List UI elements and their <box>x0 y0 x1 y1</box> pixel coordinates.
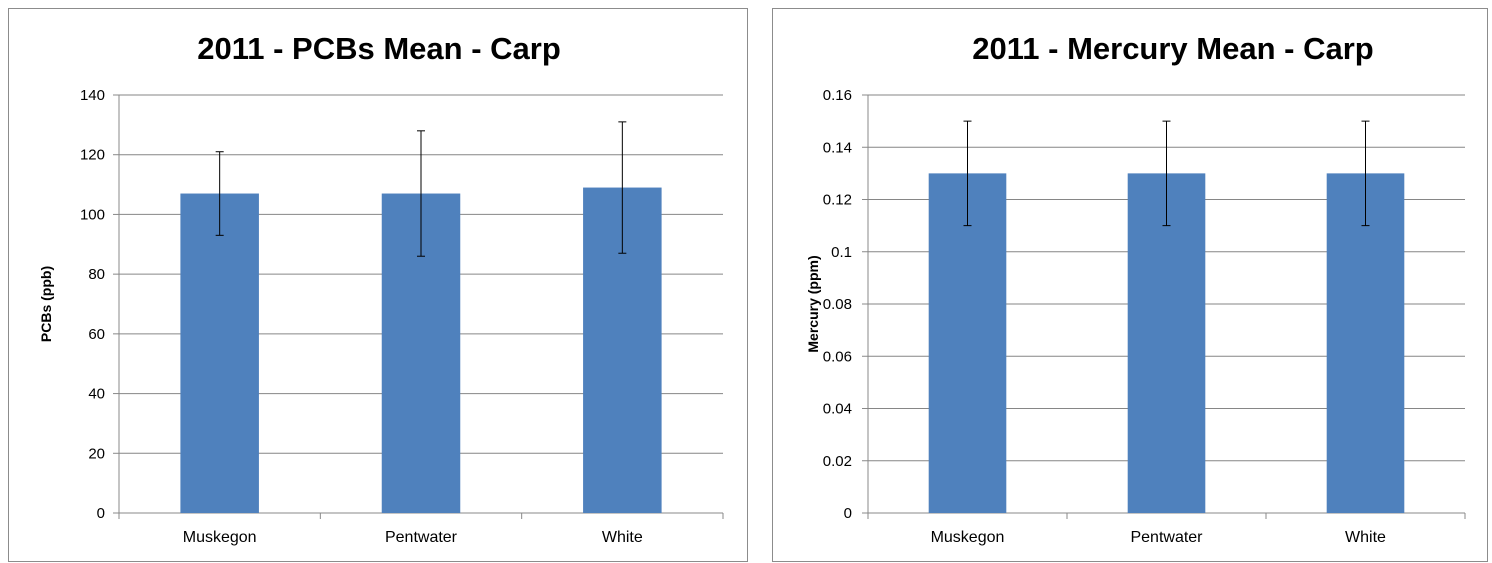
pcbs-y-tick-label: 100 <box>80 206 105 223</box>
pcbs-y-tick-label: 40 <box>88 386 105 403</box>
pcbs-y-tick-label: 140 <box>80 87 105 104</box>
mercury-y-tick-label: 0.08 <box>823 296 852 313</box>
mercury-y-tick-label: 0.04 <box>823 401 852 418</box>
mercury-y-axis-title: Mercury (ppm) <box>805 255 821 352</box>
mercury-category-label: Pentwater <box>1130 529 1203 546</box>
pcbs-y-tick-label: 60 <box>88 326 105 343</box>
mercury-y-tick-label: 0.1 <box>831 244 852 261</box>
mercury-category-label: Muskegon <box>931 529 1005 546</box>
pcbs-category-label: Pentwater <box>385 529 458 546</box>
pcbs-y-tick-label: 120 <box>80 147 105 164</box>
pcbs-chart-panel: 2011 - PCBs Mean - Carp 0 20 40 60 80 100 120 14… <box>8 8 748 562</box>
mercury-category-label: White <box>1345 529 1386 546</box>
mercury-y-tick-label: 0.14 <box>823 139 852 156</box>
mercury-chart-title: 2011 - Mercury Mean - Carp <box>972 31 1373 66</box>
pcbs-category-label: White <box>602 529 643 546</box>
pcbs-y-tick-label: 20 <box>88 445 105 462</box>
pcbs-chart-title: 2011 - PCBs Mean - Carp <box>197 31 561 66</box>
mercury-chart: 2011 - Mercury Mean - Carp 0 0.02 0.04 0.06 0… <box>773 9 1489 563</box>
pcbs-y-tick-label: 80 <box>88 266 105 283</box>
pcbs-category-label: Muskegon <box>183 529 257 546</box>
mercury-y-tick-label: 0.12 <box>823 192 852 209</box>
pcbs-bar-muskegon <box>180 194 259 513</box>
pcbs-y-axis-title: PCBs (ppb) <box>38 266 54 342</box>
mercury-y-tick-label: 0.16 <box>823 87 852 104</box>
mercury-chart-panel: 2011 - Mercury Mean - Carp 0 0.02 0.04 0.06 0… <box>772 8 1488 562</box>
mercury-y-tick-label: 0.02 <box>823 453 852 470</box>
mercury-y-tick-label: 0 <box>844 505 852 522</box>
mercury-y-tick-label: 0.06 <box>823 348 852 365</box>
pcbs-y-tick-label: 0 <box>97 505 105 522</box>
pcbs-chart: 2011 - PCBs Mean - Carp 0 20 40 60 80 100 120 14… <box>9 9 749 563</box>
